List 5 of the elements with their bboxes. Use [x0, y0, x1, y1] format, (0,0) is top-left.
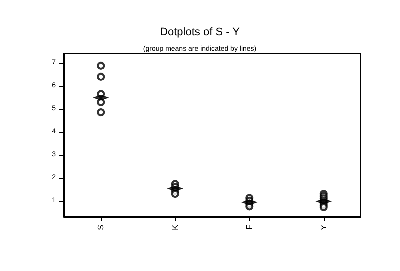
x-tick-label: K	[170, 224, 180, 230]
x-tick-label: F	[245, 224, 254, 230]
chart-title: Dotplots of S - Y	[160, 26, 241, 38]
x-tick-label: Y	[319, 224, 328, 230]
x-tick-label: S	[96, 225, 106, 230]
